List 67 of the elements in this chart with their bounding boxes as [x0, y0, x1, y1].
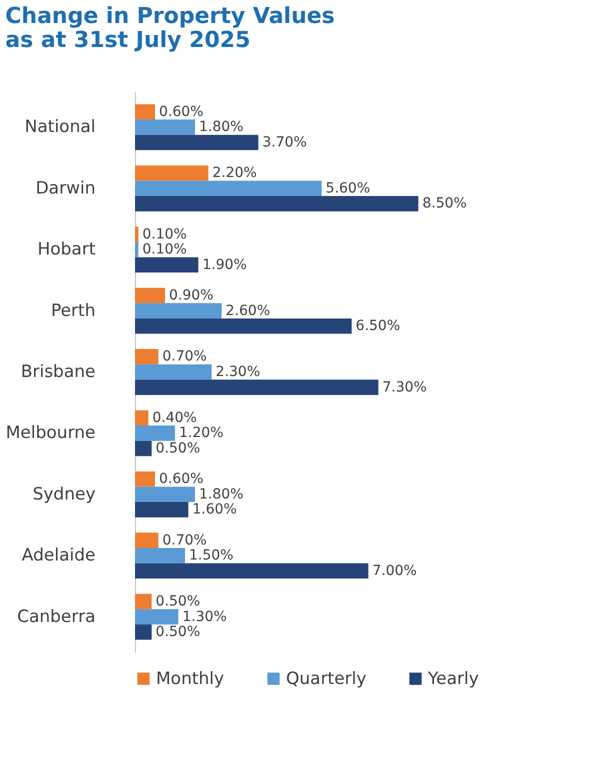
data-label: 1.20%: [179, 425, 224, 442]
y-tick-label: Brisbane: [20, 362, 96, 382]
bar: [135, 165, 208, 181]
bar: [135, 594, 152, 610]
data-label: 1.90%: [202, 256, 247, 273]
bar: [135, 426, 175, 441]
y-tick-label: Darwin: [36, 178, 96, 198]
data-label: 1.30%: [182, 608, 227, 625]
bar: [135, 471, 155, 487]
bar: [135, 548, 185, 564]
data-label: 6.50%: [356, 318, 400, 334]
bar: [135, 349, 158, 364]
bar: [135, 288, 165, 304]
bar: [135, 257, 198, 273]
bar: [135, 532, 158, 548]
data-label: 1.60%: [192, 502, 237, 518]
y-tick-label: National: [24, 117, 96, 138]
data-label: 0.60%: [159, 104, 204, 120]
data-label: 0.70%: [162, 532, 207, 548]
data-label: 0.10%: [142, 226, 187, 242]
data-label: 0.40%: [152, 410, 197, 426]
bar: [135, 624, 152, 640]
bar: [135, 440, 152, 456]
y-tick-label: Hobart: [37, 240, 96, 260]
chart-title: Change in Property Values as at 31st July 2025: [5, 4, 335, 53]
data-label: 3.70%: [262, 134, 307, 150]
y-tick-label: Sydney: [32, 484, 96, 504]
data-label: 7.30%: [382, 379, 427, 396]
data-label: 5.60%: [326, 180, 370, 196]
bar: [135, 104, 155, 120]
data-label: 2.30%: [216, 364, 260, 380]
bar: [135, 226, 138, 242]
data-label: 8.50%: [422, 196, 467, 212]
data-label: 0.50%: [156, 594, 200, 610]
bar: [135, 303, 222, 318]
data-label: 1.80%: [199, 119, 244, 136]
bar: [135, 134, 258, 150]
bar: [135, 364, 212, 380]
data-label: 0.60%: [159, 471, 204, 488]
data-label: 2.20%: [212, 165, 257, 182]
y-tick-label: Melbourne: [6, 423, 96, 444]
bar: [135, 120, 195, 135]
data-label: 0.90%: [169, 287, 214, 304]
data-label: 0.10%: [142, 242, 187, 258]
y-tick-label: Perth: [50, 300, 96, 321]
bar: [135, 502, 188, 518]
bar: [135, 609, 178, 624]
bar: [135, 242, 138, 258]
legend-label: Monthly: [156, 668, 224, 689]
data-label: 1.50%: [189, 548, 234, 564]
bar: [135, 410, 148, 426]
data-label: 1.80%: [199, 486, 244, 502]
legend-label: Quarterly: [286, 668, 366, 689]
bar: [135, 180, 322, 196]
data-label: 2.60%: [226, 302, 270, 319]
legend-label: Yearly: [427, 668, 479, 689]
bar: [135, 486, 195, 502]
bar: [135, 196, 418, 212]
data-label: 0.50%: [156, 440, 200, 457]
bar: [135, 380, 378, 395]
bar: [135, 318, 352, 334]
data-label: 0.70%: [162, 348, 207, 365]
y-tick-label: Adelaide: [22, 546, 96, 566]
y-tick-label: Canberra: [17, 606, 96, 627]
data-label: 7.00%: [372, 562, 417, 579]
data-label: 0.50%: [156, 624, 200, 640]
bar: [135, 563, 368, 579]
